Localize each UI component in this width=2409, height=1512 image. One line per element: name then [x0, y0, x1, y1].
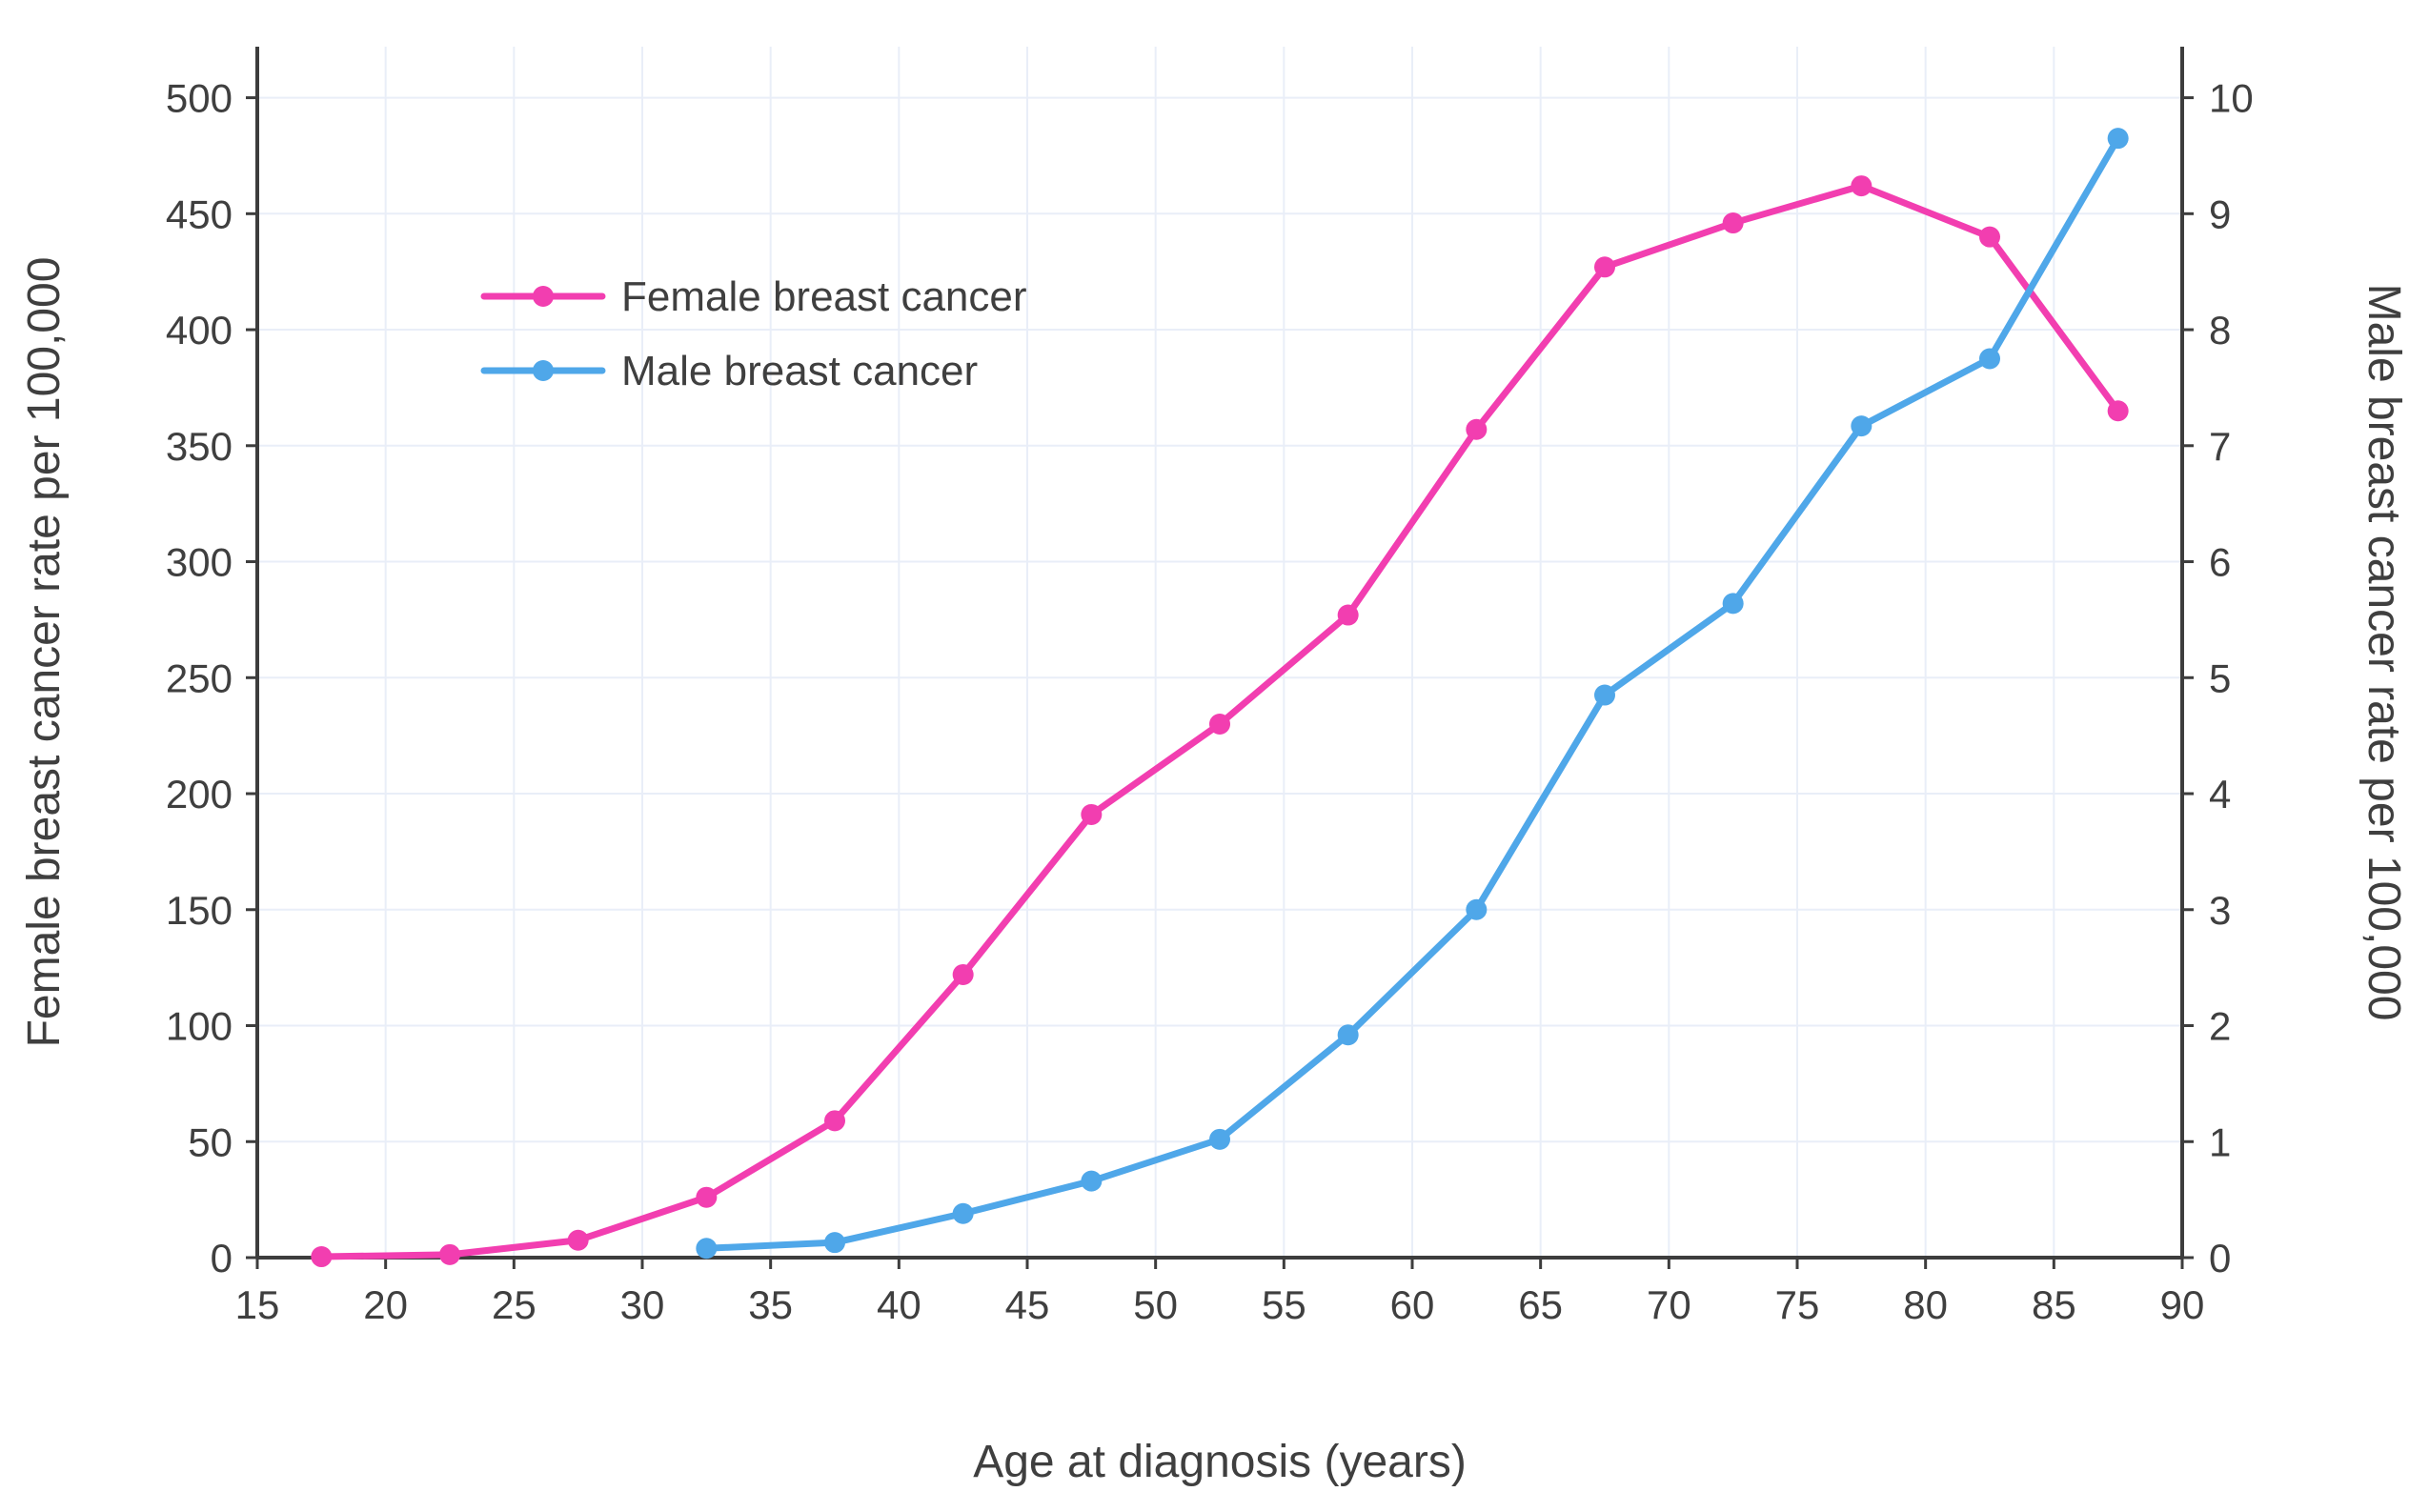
left-axis-tick-label: 0 [211, 1236, 233, 1280]
right-axis-tick-label: 6 [2209, 540, 2231, 585]
data-point-male-breast-cancer [1594, 684, 1615, 706]
legend-label: Female breast cancer [621, 273, 1027, 320]
legend-label: Male breast cancer [621, 348, 978, 394]
x-axis-tick-label: 20 [363, 1282, 408, 1327]
data-point-female-breast-cancer [696, 1186, 718, 1208]
right-axis-tick-label: 5 [2209, 655, 2231, 700]
data-point-male-breast-cancer [824, 1232, 845, 1254]
x-axis-tick-label: 45 [1005, 1282, 1050, 1327]
data-point-male-breast-cancer [952, 1202, 974, 1224]
left-axis-tick-label: 300 [166, 540, 233, 585]
series-line-male-breast-cancer [702, 134, 2122, 1252]
x-axis-tick-label: 30 [620, 1282, 665, 1327]
right-axis-tick-label: 2 [2209, 1004, 2231, 1049]
data-point-male-breast-cancer [1081, 1170, 1103, 1192]
data-point-female-breast-cancer [952, 963, 974, 985]
right-axis-tick-label: 1 [2209, 1119, 2231, 1164]
legend-item-female-breast-cancer[interactable]: Female breast cancer [480, 273, 1027, 320]
data-point-male-breast-cancer [1337, 1024, 1359, 1046]
data-point-female-breast-cancer [311, 1246, 333, 1268]
left-axis-tick-label: 250 [166, 655, 233, 700]
x-axis-tick-label: 65 [1518, 1282, 1563, 1327]
legend-marker [533, 286, 554, 307]
x-axis-tick-label: 50 [1133, 1282, 1178, 1327]
right-axis-tick-label: 3 [2209, 888, 2231, 933]
left-axis-tick-label: 500 [166, 76, 233, 121]
data-point-male-breast-cancer [1722, 593, 1744, 615]
right-axis-tick-label: 10 [2209, 76, 2254, 121]
left-axis-tick-label: 200 [166, 772, 233, 816]
left-axis-tick-label: 150 [166, 888, 233, 933]
right-axis-tick-label: 7 [2209, 424, 2231, 469]
gridlines [256, 47, 2183, 1259]
x-axis-tick-label: 75 [1775, 1282, 1820, 1327]
x-axis-tick-label: 40 [877, 1282, 921, 1327]
x-axis-tick-label: 70 [1647, 1282, 1691, 1327]
data-point-female-breast-cancer [1851, 175, 1873, 197]
series-female-breast-cancer [311, 175, 2129, 1268]
data-point-male-breast-cancer [1979, 348, 2000, 370]
data-point-female-breast-cancer [1081, 803, 1103, 825]
right-axis-tick-label: 8 [2209, 308, 2231, 353]
legend-item-male-breast-cancer[interactable]: Male breast cancer [480, 348, 978, 394]
data-point-female-breast-cancer [567, 1229, 589, 1251]
legend: Female breast cancer Male breast cancer [480, 273, 1027, 394]
x-axis-tick-label: 25 [492, 1282, 536, 1327]
tick-labels: 0501001502002503003504004505000123456789… [166, 76, 2254, 1327]
data-point-female-breast-cancer [824, 1110, 845, 1132]
left-axis-tick-label: 350 [166, 424, 233, 469]
data-point-female-breast-cancer [439, 1243, 460, 1265]
x-axis-tick-label: 55 [1262, 1282, 1306, 1327]
right-axis-tick-label: 0 [2209, 1236, 2231, 1280]
data-point-male-breast-cancer [2107, 128, 2129, 150]
x-axis-tick-label: 35 [748, 1282, 793, 1327]
right-axis-title: Male breast cancer rate per 100,000 [2358, 284, 2409, 1021]
data-point-female-breast-cancer [2107, 400, 2129, 422]
left-axis-tick-label: 450 [166, 192, 233, 236]
x-axis-title: Age at diagnosis (years) [973, 1437, 1467, 1487]
data-point-female-breast-cancer [1209, 713, 1230, 735]
legend-marker [533, 360, 554, 381]
data-point-female-breast-cancer [1466, 418, 1488, 440]
data-point-male-breast-cancer [1466, 898, 1488, 920]
x-axis-tick-label: 60 [1390, 1282, 1435, 1327]
data-point-female-breast-cancer [1979, 226, 2000, 248]
x-axis-tick-label: 90 [2160, 1282, 2205, 1327]
right-axis-tick-label: 4 [2209, 772, 2231, 816]
x-axis-tick-label: 80 [1903, 1282, 1948, 1327]
left-axis-tick-label: 100 [166, 1004, 233, 1049]
data-point-male-breast-cancer [696, 1238, 718, 1260]
left-axis-tick-label: 50 [188, 1119, 233, 1164]
data-point-male-breast-cancer [1209, 1128, 1230, 1150]
data-point-female-breast-cancer [1594, 256, 1615, 278]
right-axis-tick-label: 9 [2209, 192, 2231, 236]
left-axis-tick-label: 400 [166, 308, 233, 353]
data-point-female-breast-cancer [1337, 604, 1359, 626]
series-male-breast-cancer [696, 128, 2129, 1260]
data-point-female-breast-cancer [1722, 212, 1744, 234]
data-point-male-breast-cancer [1851, 415, 1873, 437]
axes [255, 47, 2184, 1260]
left-axis-title: Female breast cancer rate per 100,000 [19, 257, 70, 1048]
x-axis-tick-label: 85 [2032, 1282, 2076, 1327]
x-axis-tick-label: 15 [235, 1282, 280, 1327]
